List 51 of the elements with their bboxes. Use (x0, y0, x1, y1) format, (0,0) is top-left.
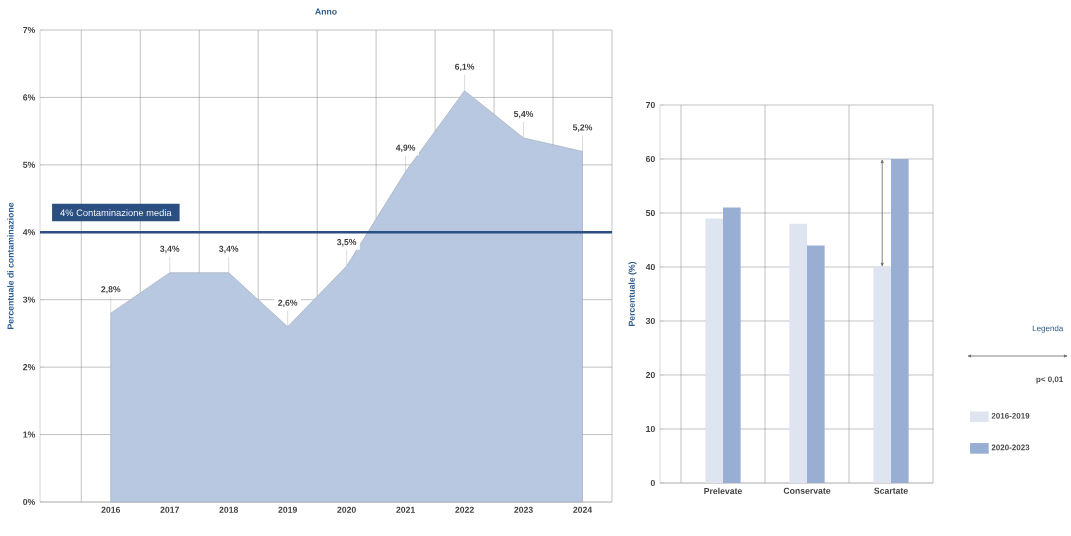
y-tick-label: 70 (646, 101, 655, 109)
x-tick-label: Conservate (783, 487, 831, 494)
data-label: 6,1% (455, 63, 475, 72)
y-tick-label: 7% (23, 26, 36, 34)
y-tick-label: 50 (645, 209, 655, 217)
y-tick-label: 0 (650, 479, 655, 487)
y-tick-label: 10 (646, 425, 655, 433)
ref-line-label: 4% Contaminazione media (60, 209, 172, 217)
legend-title: Legenda (1032, 325, 1064, 333)
data-label: 4,9% (395, 144, 416, 152)
legend-label: 2016-2019 (991, 413, 1030, 419)
text: p< 0,01 (1036, 376, 1064, 384)
y-axis-title: Percentuale di contaminazione (7, 202, 14, 329)
x-tick-label: 2022 (455, 506, 474, 513)
bar (891, 159, 909, 483)
x-tick-label: 2024 (573, 506, 593, 513)
y-tick-label: 40 (645, 263, 655, 271)
y-tick-label: 4% (22, 229, 36, 236)
x-axis-title: Anno (315, 8, 337, 15)
y-tick-label: 3% (22, 296, 36, 303)
x-tick-label: 2018 (219, 506, 239, 513)
bar (807, 245, 825, 483)
bar (789, 223, 808, 483)
x-tick-label: Scartate (874, 487, 908, 494)
y-tick-label: 20 (645, 371, 655, 379)
data-label: 2,6% (278, 299, 298, 308)
y-tick-label: 5% (23, 161, 36, 168)
data-label: 2,8% (101, 286, 121, 294)
y-tick-label: 60 (645, 155, 655, 163)
y-axis-title: Percentuale (%) (628, 261, 637, 326)
bar (873, 267, 892, 483)
y-tick-label: 2% (23, 364, 36, 371)
y-tick-label: 1% (23, 431, 36, 438)
y-tick-label: 30 (645, 317, 655, 325)
y-tick-label: 0% (23, 498, 36, 506)
data-label: 5,2% (572, 124, 593, 132)
data-label: 5,4% (513, 110, 534, 119)
x-tick-label: 2021 (396, 506, 415, 513)
legend-label: 2020-2023 (991, 444, 1030, 451)
x-tick-label: 2020 (337, 506, 356, 513)
data-label: 3,5% (336, 239, 357, 247)
x-tick-label: Prelevate (704, 487, 742, 495)
x-tick-label: 2017 (160, 506, 179, 513)
data-label: 3,4% (219, 245, 239, 254)
x-tick-label: 2016 (101, 506, 121, 513)
x-tick-label: 2019 (278, 506, 297, 513)
bar (723, 207, 741, 483)
bar (705, 218, 724, 483)
data-label: 3,4% (160, 245, 180, 254)
x-tick-label: 2023 (514, 506, 533, 513)
y-tick-label: 6% (23, 94, 36, 101)
